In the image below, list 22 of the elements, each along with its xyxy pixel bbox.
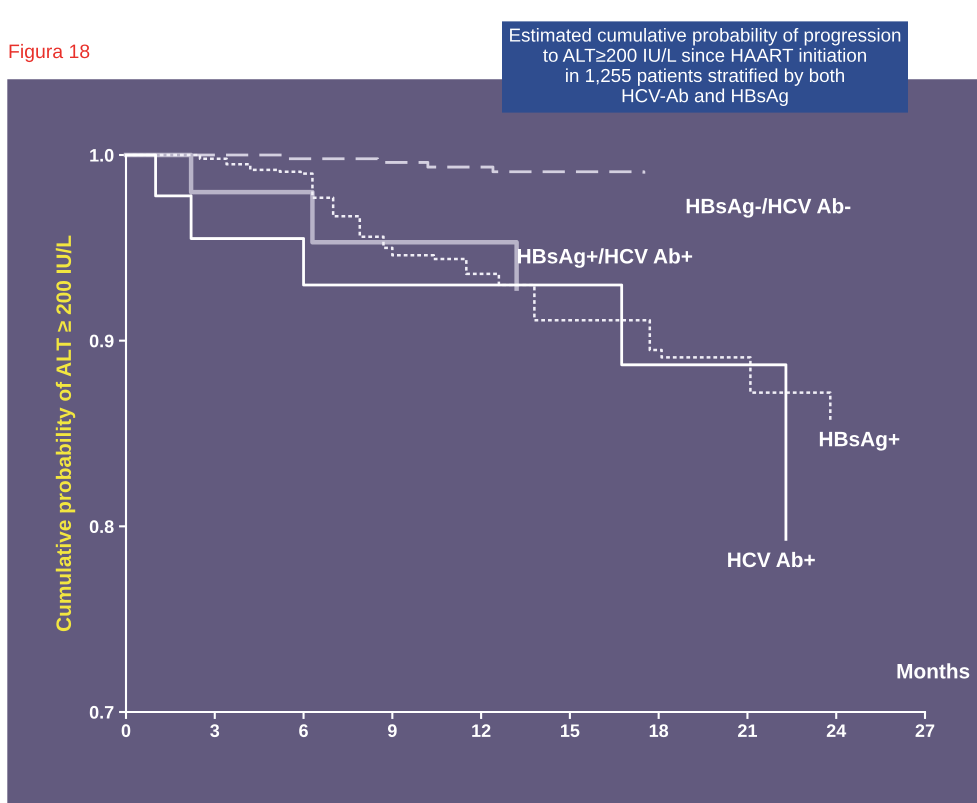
x-tick-label: 27 xyxy=(916,724,934,737)
x-tick-label: 9 xyxy=(388,724,397,738)
series-label: HBsAg+/HCV Ab+ xyxy=(518,248,692,268)
text: Figura 18 xyxy=(10,44,90,62)
x-axis-title: Months xyxy=(898,663,970,679)
x-tick-label: 18 xyxy=(650,724,668,738)
x-tick-label: 0 xyxy=(122,724,130,738)
x-tick-label: 12 xyxy=(472,724,490,737)
y-tick-label: 1.0 xyxy=(90,148,114,162)
y-tick-label: 0.7 xyxy=(90,706,114,719)
x-tick-label: 21 xyxy=(738,724,757,737)
y-tick-label: 0.8 xyxy=(90,520,114,534)
x-tick-label: 24 xyxy=(826,724,846,737)
y-tick-label: 0.9 xyxy=(90,334,114,348)
x-tick-label: 3 xyxy=(210,724,220,738)
text: HBsAg-/HCV Ab- xyxy=(686,198,850,218)
x-tick-label: 6 xyxy=(299,724,308,738)
series-label: HBsAg+ xyxy=(820,432,900,451)
chart-title: Estimated cumulative probability of progression to ALT≥200 IU/L since HAART initiation in 1,255 patients stratified by both HCV-Ab and HBsAg xyxy=(510,28,900,106)
x-tick-label: 15 xyxy=(560,724,580,738)
series-label: HCV Ab+ xyxy=(728,552,815,568)
y-axis-title: Cumulative probability of ALT ≥ 200 IU/L xyxy=(56,236,76,632)
